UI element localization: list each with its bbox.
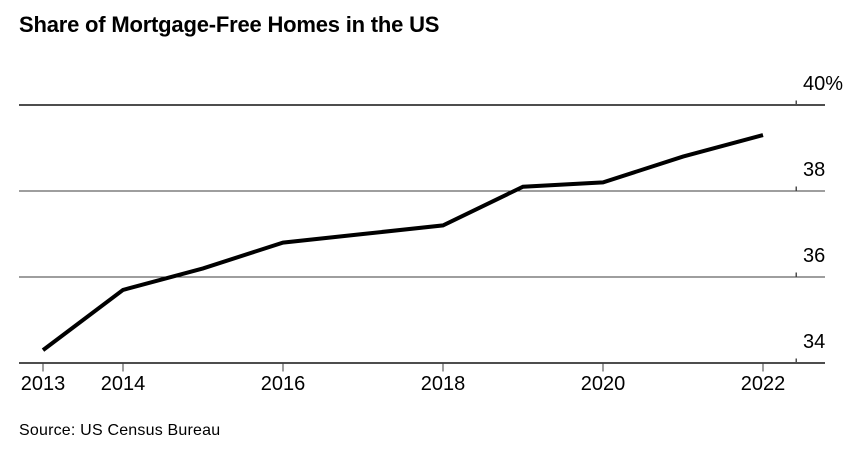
x-axis-label: 2013 — [20, 373, 66, 395]
chart-source: Source: US Census Bureau — [19, 422, 221, 439]
x-axis-label: 2014 — [100, 373, 146, 395]
y-axis-label: 34 — [803, 331, 826, 353]
y-axis-label: 40% — [803, 73, 844, 95]
x-axis-label: 2016 — [260, 373, 306, 395]
series-line — [41, 133, 764, 352]
chart-title: Share of Mortgage-Free Homes in the US — [19, 12, 440, 37]
x-axis-label: 2022 — [740, 373, 786, 395]
x-axis-label: 2018 — [420, 373, 466, 395]
x-axis-label: 2020 — [580, 373, 626, 395]
y-axis-label: 38 — [803, 159, 826, 181]
y-axis-label: 36 — [803, 245, 826, 267]
